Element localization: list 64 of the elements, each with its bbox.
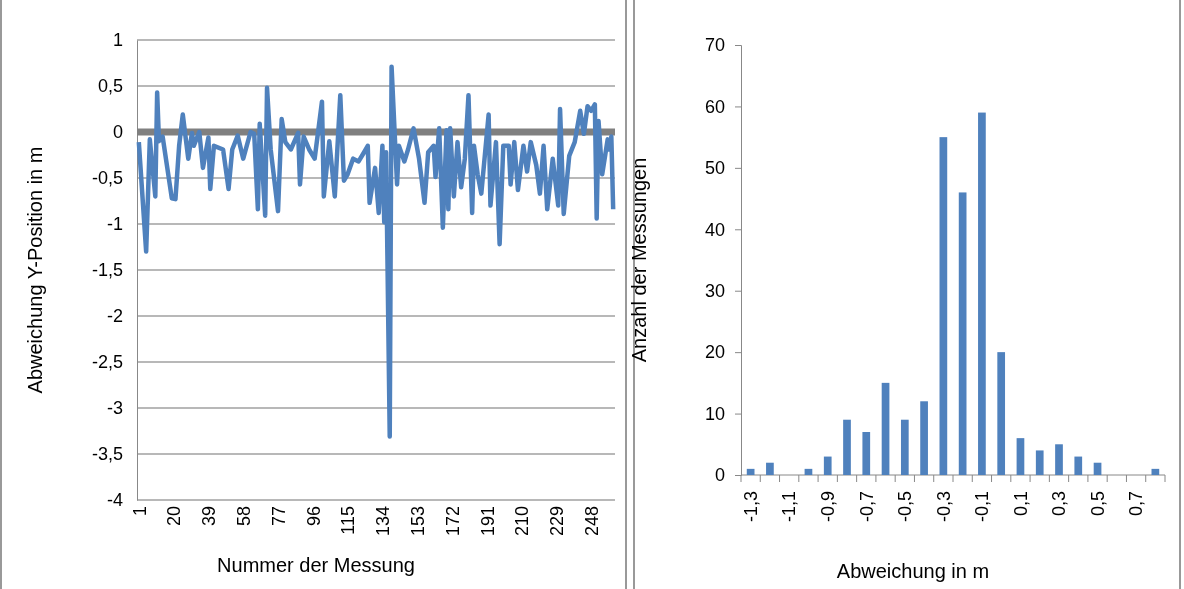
x-tick-label: 20 <box>164 506 185 527</box>
x-tick-label: -0,5 <box>895 491 916 523</box>
y-tick-label: 10 <box>704 403 725 424</box>
y-tick-label: -1 <box>106 214 123 235</box>
x-tick-label: 0,7 <box>1126 491 1147 517</box>
x-tick-label: 134 <box>373 506 394 537</box>
x-axis-title: Abweichung in m <box>836 560 990 582</box>
y-tick-label: -3 <box>106 398 123 419</box>
x-tick-label: -1,3 <box>740 491 761 523</box>
bar <box>843 419 851 475</box>
bar <box>823 456 832 475</box>
y-tick-label: 30 <box>704 280 725 301</box>
x-tick-label: 229 <box>547 506 568 537</box>
bar <box>881 382 890 475</box>
y-tick-label: -4 <box>106 490 123 511</box>
bar <box>900 419 909 475</box>
y-tick-label: 1 <box>112 30 123 51</box>
y-tick-label: -1,5 <box>91 260 123 281</box>
x-tick-label: -0,1 <box>972 491 993 523</box>
y-tick-label: -2,5 <box>91 352 123 373</box>
x-tick-label: 1 <box>129 506 150 517</box>
bar <box>997 352 1006 475</box>
bar <box>939 137 948 475</box>
y-tick-label: 60 <box>704 96 725 117</box>
bar <box>1055 444 1063 475</box>
x-tick-label: 115 <box>338 506 359 535</box>
y-tick-label: 50 <box>704 158 725 179</box>
x-tick-label: 96 <box>303 506 324 527</box>
x-tick-label: 0,5 <box>1087 491 1108 517</box>
bar <box>1074 456 1083 475</box>
bar <box>766 462 774 475</box>
x-tick-label: 77 <box>268 506 289 527</box>
x-tick-label: 191 <box>477 506 498 537</box>
x-tick-label: 153 <box>408 506 429 537</box>
y-tick-label: -0,5 <box>91 168 123 189</box>
x-tick-label: -0,3 <box>933 491 954 523</box>
y-axis-title: Abweichung Y-Position in m <box>24 146 46 394</box>
y-tick-label: 0 <box>714 465 725 486</box>
x-tick-label: 58 <box>234 506 255 527</box>
x-tick-label: 39 <box>199 506 220 527</box>
y-tick-label: 0 <box>112 122 123 143</box>
y-tick-label: 70 <box>704 35 725 56</box>
line-series <box>136 64 616 439</box>
y-tick-label: 20 <box>704 342 725 363</box>
bar <box>1016 438 1025 475</box>
y-axis-title: Anzahl der Messungen <box>628 157 650 363</box>
y-tick-label: -2 <box>106 306 123 327</box>
x-tick-label: -1,1 <box>779 491 800 523</box>
x-tick-label: 172 <box>442 506 463 537</box>
bar <box>862 432 871 475</box>
bar <box>978 112 986 475</box>
x-tick-label: -0,7 <box>856 491 877 523</box>
x-tick-label: -0,9 <box>818 491 839 523</box>
bar <box>1035 450 1044 475</box>
y-tick-label: -3,5 <box>91 444 123 465</box>
y-tick-label: 40 <box>704 219 725 240</box>
y-tick-label: 0,5 <box>97 76 123 97</box>
bar <box>920 401 928 475</box>
bar <box>958 192 967 475</box>
x-tick-label: 248 <box>581 506 602 537</box>
x-tick-label: 210 <box>512 506 533 537</box>
x-tick-label: 0,1 <box>1010 491 1031 517</box>
x-tick-label: 0,3 <box>1049 491 1070 517</box>
x-axis-title: Nummer der Messung <box>217 554 415 576</box>
